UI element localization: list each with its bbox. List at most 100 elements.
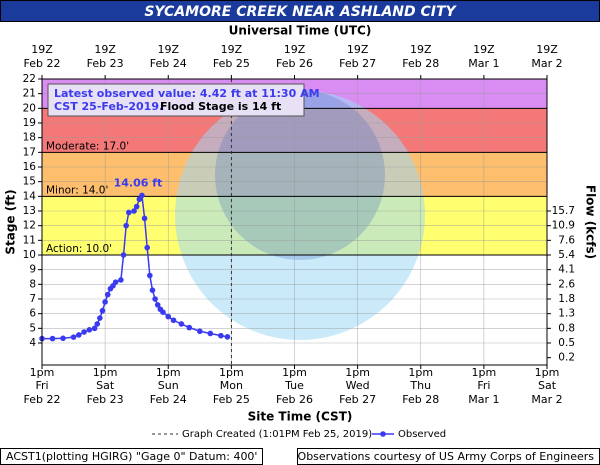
y-tick-label: 5 (29, 322, 36, 334)
observed-point (149, 287, 156, 294)
x-tick-day: Fri (35, 379, 48, 392)
observed-point (152, 296, 158, 302)
x-tick-date: Feb 25 (213, 393, 250, 406)
x-tick-date: Mar 1 (468, 393, 499, 406)
y2-tick-label: 0.5 (558, 337, 575, 349)
watermark (215, 90, 385, 260)
chart-title: SYCAMORE CREEK NEAR ASHLAND CITY (144, 4, 457, 20)
x-tick-date: Feb 26 (276, 393, 313, 406)
band-label: Moderate: 17.0' (46, 140, 129, 152)
observed-point (147, 272, 153, 279)
band-label: Minor: 14.0' (46, 184, 108, 196)
y-tick-label: 15 (23, 176, 36, 188)
peak-label: 14.06 ft (114, 176, 163, 189)
y-tick-label: 17 (23, 146, 36, 158)
y2-tick-label: 2.6 (558, 278, 575, 290)
observed-point (224, 334, 231, 340)
y2-tick-label: 5.4 (558, 249, 575, 261)
info-line: CST 25-Feb-2019. (54, 100, 163, 113)
observed-point (102, 299, 108, 305)
top-tick-label: 19Z (94, 43, 116, 56)
legend-label: Observed (398, 429, 446, 440)
y-tick-label: 4 (29, 337, 36, 349)
observed-point (170, 317, 177, 324)
y-tick-label: 19 (23, 117, 36, 129)
x-tick-day: Wed (346, 379, 370, 392)
y-tick-label: 22 (23, 73, 36, 85)
x-tick-label: 1pm (282, 366, 307, 379)
observed-point (154, 302, 161, 308)
observed-point (120, 252, 127, 258)
x-tick-day: Sat (538, 379, 557, 392)
observed-point (81, 329, 87, 335)
x-tick-date: Feb 28 (402, 393, 439, 406)
observed-point (131, 208, 137, 214)
top-tick-label: 19Z (536, 43, 558, 56)
observed-point (197, 328, 203, 335)
top-tick-date: Feb 25 (213, 57, 250, 70)
top-tick-date: Feb 26 (276, 57, 313, 70)
x-tick-day: Sat (96, 379, 115, 392)
observed-point (133, 203, 140, 210)
top-tick-label: 19Z (221, 43, 243, 56)
y-tick-label: 9 (29, 264, 36, 276)
y-tick-label: 8 (29, 278, 36, 290)
observed-point (144, 244, 151, 251)
y2-tick-label: 1.8 (558, 293, 575, 305)
x-tick-date: Feb 23 (87, 393, 124, 406)
legend-observed (380, 431, 386, 437)
plot-frame (41, 78, 548, 366)
x-tick-label: 1pm (93, 366, 118, 379)
y-tick-label: 14 (23, 190, 37, 202)
x-tick-label: 1pm (156, 366, 181, 379)
observed-point (118, 277, 124, 283)
x-tick-label: 1pm (219, 366, 244, 379)
y2-tick-label: 10.9 (552, 220, 575, 232)
top-tick-label: 19Z (410, 43, 432, 56)
top-tick-date: Mar 2 (531, 57, 562, 70)
observed-point (178, 321, 185, 327)
x-tick-day: Sun (158, 379, 179, 392)
observed-point (104, 291, 111, 298)
observed-point (86, 327, 93, 333)
y2-tick-label: 4.1 (558, 264, 575, 276)
top-tick-label: 19Z (347, 43, 369, 56)
info-box (47, 83, 305, 117)
y2-tick-label: 1.3 (558, 308, 575, 320)
x-tick-label: 1pm (408, 366, 433, 379)
y-tick-label: 13 (23, 205, 36, 217)
x-tick-label: 1pm (535, 366, 560, 379)
footer-left: ACST1(plotting HGIRG) "Gage 0" Datum: 40… (6, 450, 257, 463)
x-tick-label: 1pm (345, 366, 370, 379)
flood-stage: Flood Stage is 14 ft (160, 100, 281, 113)
info-line: Latest observed value: 4.42 ft at 11:30 … (54, 87, 320, 100)
top-tick-label: 19Z (284, 43, 306, 56)
observed-point (139, 192, 145, 199)
legend-label: Graph Created (1:01PM Feb 25, 2019) (182, 429, 372, 440)
x-tick-date: Mar 2 (531, 393, 562, 406)
band-label: Action: 10.0' (46, 243, 112, 255)
observed-point (123, 222, 129, 229)
x-tick-day: Thu (409, 379, 431, 392)
y-tick-label: 12 (23, 220, 36, 232)
x-tick-day: Fri (477, 379, 490, 392)
y-axis-title: Stage (ft) (4, 189, 18, 254)
y-tick-label: 10 (23, 249, 36, 261)
y-tick-label: 6 (29, 308, 36, 320)
observed-point (207, 330, 214, 337)
top-tick-date: Feb 27 (339, 57, 376, 70)
y2-tick-label: 0.2 (558, 352, 575, 364)
y-tick-label: 21 (23, 88, 36, 100)
top-tick-date: Feb 24 (150, 57, 187, 70)
observed-point (125, 209, 132, 216)
x-tick-day: Mon (220, 379, 243, 392)
x-tick-date: Feb 22 (24, 393, 61, 406)
observed-point (186, 324, 193, 331)
y-tick-label: 11 (23, 234, 36, 246)
top-tick-label: 19Z (473, 43, 495, 56)
y2-tick-label: 7.6 (558, 234, 575, 246)
observed-point (76, 332, 82, 338)
y2-tick-label: 15.7 (552, 205, 575, 217)
observed-point (49, 335, 56, 342)
